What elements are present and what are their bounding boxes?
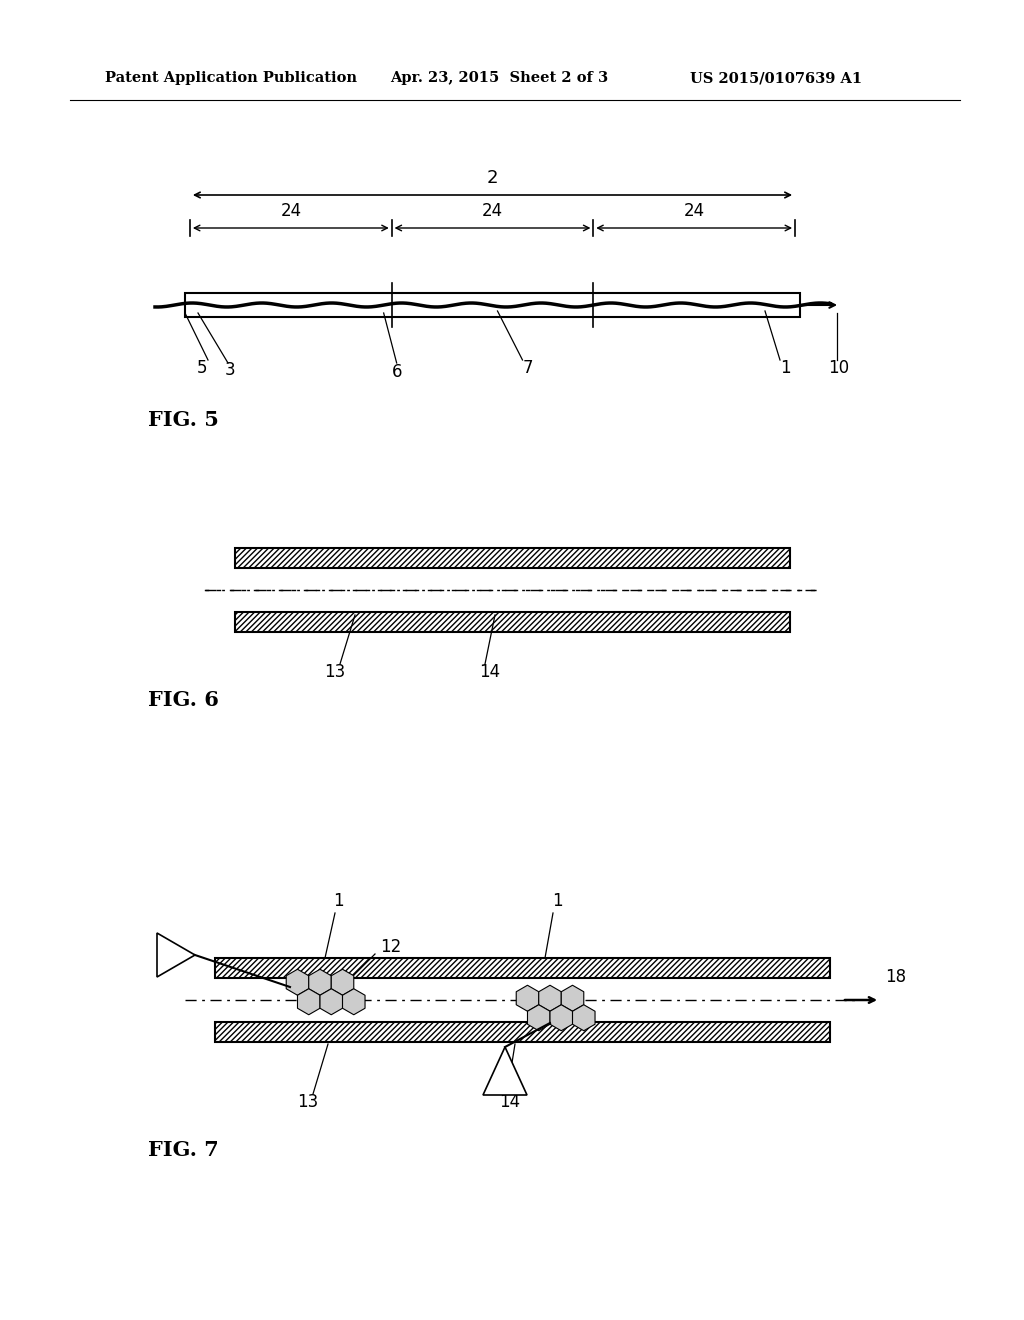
Polygon shape <box>309 969 331 995</box>
Polygon shape <box>157 933 195 977</box>
Text: 1: 1 <box>333 892 343 909</box>
Text: 5: 5 <box>197 359 207 378</box>
Text: US 2015/0107639 A1: US 2015/0107639 A1 <box>690 71 862 84</box>
Text: FIG. 6: FIG. 6 <box>148 690 219 710</box>
Text: 3: 3 <box>224 360 236 379</box>
Text: FIG. 5: FIG. 5 <box>148 411 219 430</box>
Text: FIG. 7: FIG. 7 <box>148 1140 219 1160</box>
Text: 1: 1 <box>779 359 791 378</box>
Text: 24: 24 <box>684 202 705 220</box>
Bar <box>234 548 790 568</box>
Text: 12: 12 <box>380 939 401 956</box>
Text: 6: 6 <box>391 363 401 381</box>
Bar <box>185 293 800 317</box>
Text: 7: 7 <box>522 359 532 378</box>
Text: 2: 2 <box>486 169 499 187</box>
Bar <box>215 1022 830 1041</box>
Text: 14: 14 <box>479 663 501 681</box>
Polygon shape <box>527 1005 550 1031</box>
Text: 24: 24 <box>482 202 503 220</box>
Text: 13: 13 <box>325 663 346 681</box>
Text: 1: 1 <box>552 892 562 909</box>
Text: 24: 24 <box>281 202 301 220</box>
Text: 14: 14 <box>500 1093 520 1111</box>
Bar <box>234 612 790 632</box>
Bar <box>215 958 830 978</box>
Polygon shape <box>342 989 365 1015</box>
Text: 13: 13 <box>297 1093 318 1111</box>
Polygon shape <box>550 1005 572 1031</box>
Polygon shape <box>561 985 584 1011</box>
Polygon shape <box>539 985 561 1011</box>
Polygon shape <box>572 1005 595 1031</box>
Polygon shape <box>298 989 319 1015</box>
Text: Patent Application Publication: Patent Application Publication <box>105 71 357 84</box>
Text: Apr. 23, 2015  Sheet 2 of 3: Apr. 23, 2015 Sheet 2 of 3 <box>390 71 608 84</box>
Text: 18: 18 <box>885 968 906 986</box>
Polygon shape <box>287 969 309 995</box>
Polygon shape <box>319 989 342 1015</box>
Polygon shape <box>331 969 353 995</box>
Text: 10: 10 <box>828 359 850 378</box>
Polygon shape <box>483 1047 527 1096</box>
Polygon shape <box>516 985 539 1011</box>
